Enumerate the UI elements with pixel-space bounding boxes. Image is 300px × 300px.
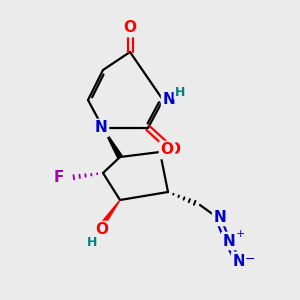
Text: N: N [214, 209, 226, 224]
Text: N: N [232, 254, 245, 268]
Text: N: N [94, 121, 107, 136]
Text: H: H [87, 236, 97, 248]
Text: O: O [124, 20, 136, 35]
Text: N: N [163, 92, 176, 107]
Text: F: F [54, 170, 64, 185]
Text: H: H [175, 85, 185, 98]
Text: O: O [160, 142, 173, 158]
Text: O: O [167, 142, 181, 158]
Polygon shape [98, 200, 120, 230]
Polygon shape [103, 128, 122, 158]
Text: −: − [245, 253, 255, 266]
Text: N: N [223, 233, 236, 248]
Text: O: O [95, 223, 109, 238]
Text: +: + [235, 229, 245, 239]
